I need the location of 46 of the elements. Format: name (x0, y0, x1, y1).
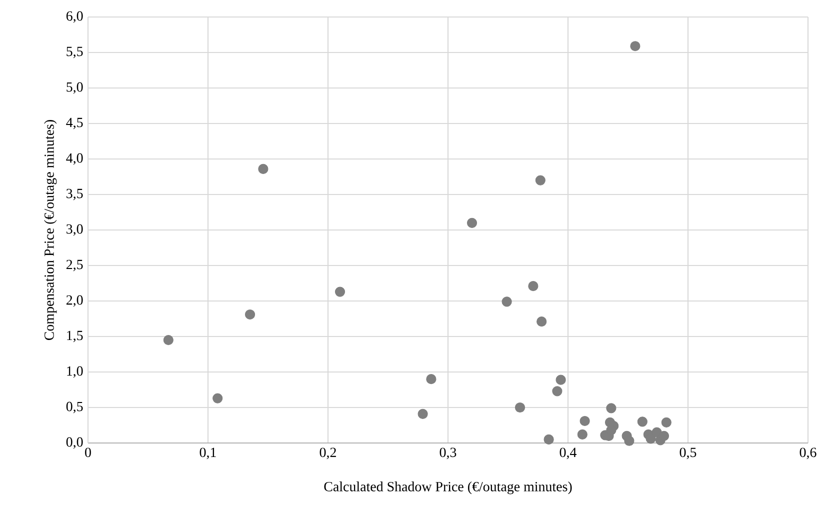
y-tick-label: 2,0 (66, 295, 83, 307)
x-axis-title: Calculated Shadow Price (€/outage minutes) (324, 482, 572, 494)
y-tick-label: 5,5 (66, 46, 83, 58)
x-tick-label: 0,6 (800, 448, 816, 460)
point (606, 403, 616, 414)
point (212, 393, 223, 404)
point (258, 164, 268, 174)
y-tick-label: 4,0 (66, 153, 83, 165)
point (334, 286, 346, 297)
point (535, 175, 546, 186)
point (536, 316, 547, 327)
y-tick-label: 1,0 (67, 366, 83, 378)
y-tick-label: 4,5 (66, 118, 83, 130)
y-tick-label: 2,5 (66, 260, 83, 272)
x-tick-label: 0 (85, 448, 91, 458)
x-tick-label: 0,3 (440, 448, 456, 460)
point (637, 416, 648, 427)
y-tick-label: 3,0 (66, 224, 83, 236)
point (661, 417, 672, 428)
point (418, 408, 428, 419)
point (577, 429, 588, 440)
point (528, 281, 538, 292)
point (502, 296, 512, 307)
point (544, 434, 554, 444)
point (556, 374, 566, 385)
y-tick-label: 3,5 (66, 188, 83, 200)
point (630, 41, 640, 52)
point (624, 436, 634, 446)
y-tick-label: 6,0 (66, 11, 83, 23)
x-tick-label: 0,5 (680, 448, 696, 460)
y-tick-label: 5,0 (66, 82, 83, 94)
point (514, 402, 526, 413)
x-tick-label: 0,1 (200, 448, 216, 460)
point (552, 386, 562, 396)
point (606, 425, 616, 436)
x-tick-label: 0,2 (320, 448, 336, 460)
y-axis-title: Compensation Price (€/outage minutes) (44, 120, 57, 340)
y-tick-label: 1,5 (67, 330, 83, 342)
point (426, 374, 436, 384)
point (244, 309, 256, 320)
y-tick-label: 0,0 (66, 437, 83, 449)
point (163, 335, 174, 346)
point (466, 218, 478, 228)
point (580, 416, 590, 426)
y-tick-label: 0,5 (66, 402, 83, 414)
x-tick-label: 0,4 (560, 448, 576, 460)
